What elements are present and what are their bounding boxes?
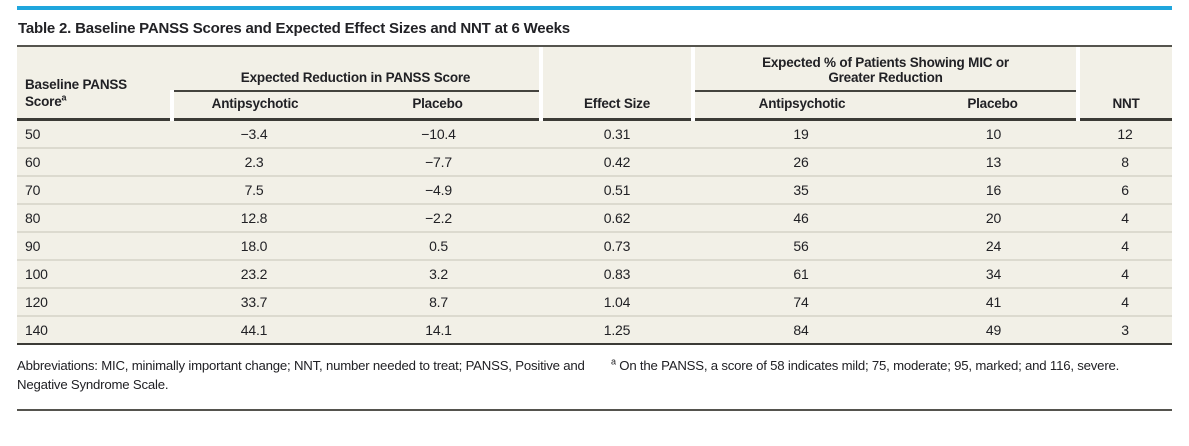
cell-effect-size: 0.31 <box>603 126 631 142</box>
cell-baseline: 120 <box>17 287 172 316</box>
header-sub-row: Antipsychotic Placebo Antipsychotic Plac… <box>17 91 1172 121</box>
cell-placebo-pct: 41 <box>909 287 1079 316</box>
header-spanner-row: Baseline PANSS Scorea Expected Reduction… <box>17 47 1173 121</box>
cell-antipsychotic-pct: 35 <box>693 175 910 204</box>
cell-placebo-pct: 24 <box>909 231 1079 260</box>
cell-nnt: 4 <box>1078 203 1173 232</box>
cell-nnt: 8 <box>1078 147 1173 176</box>
table-row: 70 7.5 −4.9 0.51 35 16 6 <box>17 175 1173 204</box>
cell-antipsychotic-pct: 74 <box>693 287 910 316</box>
cell-antipsychotic-reduction: 18.0 <box>172 231 336 260</box>
cell-nnt: 4 <box>1078 231 1173 260</box>
cell-baseline: 60 <box>17 147 172 176</box>
footnotes: Abbreviations: MIC, minimally important … <box>17 356 1172 394</box>
cell-antipsychotic-reduction: −3.4 <box>240 126 268 142</box>
header-baseline-panss-score: Baseline PANSS Scorea <box>17 47 172 121</box>
cell-placebo-pct: 49 <box>909 315 1079 345</box>
cell-antipsychotic-reduction: 23.2 <box>172 259 336 288</box>
cell-effect-size: 0.73 <box>541 231 694 260</box>
header-nnt: NNT <box>1076 47 1173 121</box>
cell-placebo-pct: 20 <box>909 203 1079 232</box>
cell-antipsychotic-pct: 61 <box>693 259 910 288</box>
cell-placebo-pct: 13 <box>909 147 1079 176</box>
cell-baseline: 50 <box>25 126 41 142</box>
footnote-abbreviations: Abbreviations: MIC, minimally important … <box>17 358 585 393</box>
cell-baseline: 80 <box>17 203 172 232</box>
table-row: 80 12.8 −2.2 0.62 46 20 4 <box>17 203 1173 232</box>
cell-antipsychotic-pct: 84 <box>693 315 910 345</box>
cell-antipsychotic-pct: 56 <box>693 231 910 260</box>
table-header: Baseline PANSS Scorea Expected Reduction… <box>17 47 1173 121</box>
cell-effect-size: 0.42 <box>541 147 694 176</box>
cell-effect-size: 1.25 <box>541 315 694 345</box>
cell-placebo-pct: 16 <box>909 175 1079 204</box>
cell-baseline: 100 <box>17 259 172 288</box>
footnote-a: a On the PANSS, a score of 58 indicates … <box>611 356 1172 394</box>
header-reduction-antipsychotic: Antipsychotic <box>170 91 336 121</box>
cell-antipsychotic-pct: 46 <box>693 203 910 232</box>
cell-placebo-reduction: 0.5 <box>336 231 542 260</box>
table-row: 60 2.3 −7.7 0.42 26 13 8 <box>17 147 1173 176</box>
cell-effect-size: 0.83 <box>541 259 694 288</box>
cell-nnt: 6 <box>1078 175 1173 204</box>
table-body: 50 −3.4 −10.4 0.31 19 10 12 60 2.3 −7.7 … <box>17 119 1173 345</box>
cell-antipsychotic-pct: 19 <box>793 126 809 142</box>
header-mic-placebo: Placebo <box>909 91 1079 121</box>
cell-placebo-reduction: 14.1 <box>336 315 542 345</box>
paper-table-figure: Table 2. Baseline PANSS Scores and Expec… <box>17 6 1173 412</box>
cell-effect-size: 0.62 <box>541 203 694 232</box>
table-row: 50 −3.4 −10.4 0.31 19 10 12 <box>17 119 1173 148</box>
footnote-a-text: On the PANSS, a score of 58 indicates mi… <box>615 358 1120 373</box>
cell-effect-size: 0.51 <box>541 175 694 204</box>
title-rule <box>17 45 1172 47</box>
cell-antipsychotic-reduction: 7.5 <box>172 175 336 204</box>
header-group-expected-pct-mic: Expected % of Patients Showing MIC or Gr… <box>691 47 1079 92</box>
table-title: Table 2. Baseline PANSS Scores and Expec… <box>18 20 570 37</box>
cell-baseline: 70 <box>17 175 172 204</box>
cell-placebo-reduction: −10.4 <box>421 126 456 142</box>
cell-nnt: 12 <box>1117 126 1133 142</box>
footnote-marker-a: a <box>61 92 67 103</box>
panss-table: Baseline PANSS Scorea Expected Reduction… <box>17 47 1173 345</box>
table-row: 100 23.2 3.2 0.83 61 34 4 <box>17 259 1173 288</box>
table-row: 120 33.7 8.7 1.04 74 41 4 <box>17 287 1173 316</box>
cell-nnt: 4 <box>1078 259 1173 288</box>
cell-baseline: 90 <box>17 231 172 260</box>
header-effect-size: Effect Size <box>539 47 694 121</box>
cell-antipsychotic-reduction: 33.7 <box>172 287 336 316</box>
header-group-expected-reduction: Expected Reduction in PANSS Score <box>172 47 542 92</box>
accent-bar <box>17 6 1172 10</box>
bottom-rule <box>17 409 1172 412</box>
cell-antipsychotic-pct: 26 <box>693 147 910 176</box>
cell-antipsychotic-reduction: 2.3 <box>172 147 336 176</box>
table-row: 140 44.1 14.1 1.25 84 49 3 <box>17 315 1173 345</box>
footnote-a-marker: a <box>611 356 616 367</box>
cell-antipsychotic-reduction: 44.1 <box>172 315 336 345</box>
cell-nnt: 4 <box>1078 287 1173 316</box>
cell-effect-size: 1.04 <box>541 287 694 316</box>
header-reduction-placebo: Placebo <box>336 91 542 121</box>
cell-placebo-reduction: −7.7 <box>336 147 542 176</box>
cell-baseline: 140 <box>17 315 172 345</box>
cell-placebo-reduction: −2.2 <box>336 203 542 232</box>
cell-placebo-reduction: 8.7 <box>336 287 542 316</box>
header-mic-antipsychotic: Antipsychotic <box>691 91 910 121</box>
cell-placebo-pct: 34 <box>909 259 1079 288</box>
cell-placebo-reduction: 3.2 <box>336 259 542 288</box>
cell-nnt: 3 <box>1078 315 1173 345</box>
cell-placebo-pct: 10 <box>985 126 1002 142</box>
table-row: 90 18.0 0.5 0.73 56 24 4 <box>17 231 1173 260</box>
cell-placebo-reduction: −4.9 <box>336 175 542 204</box>
cell-antipsychotic-reduction: 12.8 <box>172 203 336 232</box>
